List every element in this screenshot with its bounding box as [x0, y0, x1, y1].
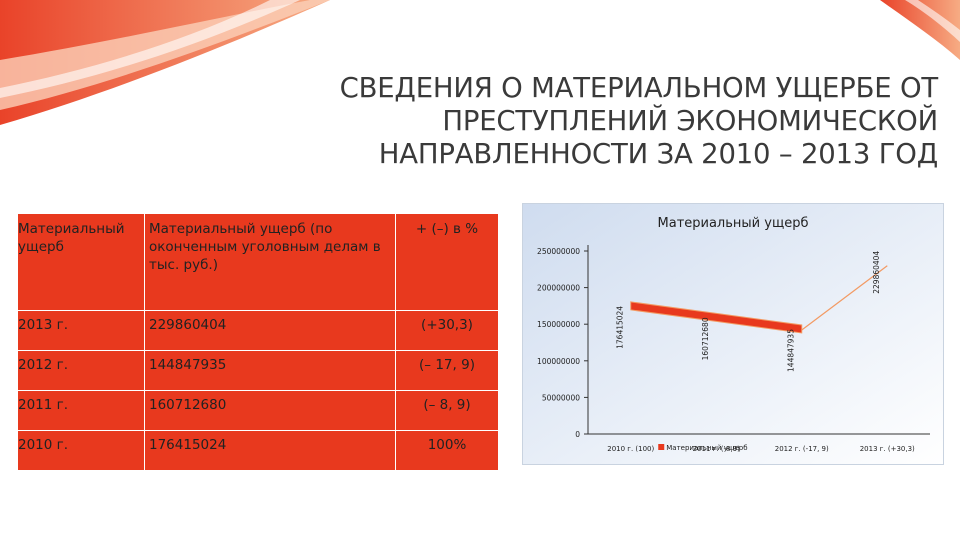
x-tick-label: 2012 г. (-17, 9) [775, 445, 829, 453]
y-tick-label: 100000000 [537, 357, 580, 366]
x-tick-label: 2013 г. (+30,3) [860, 445, 915, 453]
row-change: 100% [395, 430, 498, 470]
x-tick-label: 2010 г. (100) [607, 445, 654, 453]
row-change: (– 17, 9) [395, 350, 498, 391]
data-label: 229860404 [872, 251, 881, 294]
header-material-damage: Материальный ущерб [18, 214, 145, 311]
chart-title: Материальный ущерб [658, 216, 809, 231]
row-change: (+30,3) [395, 310, 498, 351]
y-tick-label: 200000000 [537, 284, 580, 293]
table-row: 2013 г. 229860404 (+30,3) [18, 310, 498, 351]
row-value: 176415024 [144, 430, 396, 470]
title-line-3: НАПРАВЛЕННОСТИ ЗА 2010 – 2013 ГОД [378, 138, 938, 170]
series-band [630, 301, 803, 334]
title-line-2: ПРЕСТУПЛЕНИЙ ЭКОНОМИЧЕСКОЙ [442, 105, 938, 137]
page-title: СВЕДЕНИЯ О МАТЕРИАЛЬНОМ УЩЕРБЕ ОТ ПРЕСТУ… [218, 72, 939, 171]
legend-swatch [658, 444, 665, 450]
data-label: 144847935 [787, 329, 796, 372]
table-row: 2010 г. 176415024 100% [18, 430, 498, 470]
row-value: 229860404 [144, 310, 396, 351]
data-label: 160712680 [701, 317, 710, 360]
y-tick-label: 150000000 [537, 320, 580, 329]
row-value: 160712680 [144, 390, 396, 431]
row-value: 144847935 [144, 350, 396, 391]
table-row: 2011 г. 160712680 (– 8, 9) [18, 390, 498, 431]
row-change: (– 8, 9) [395, 390, 498, 431]
header-damage-completed-cases: Материальный ущерб (по оконченным уголов… [144, 214, 396, 311]
x-tick-label: 2011 г. (-8,9) [693, 445, 741, 453]
row-year: 2011 г. [18, 390, 145, 431]
row-year: 2013 г. [18, 310, 145, 351]
row-year: 2012 г. [18, 350, 145, 391]
y-tick-label: 50000000 [542, 393, 580, 402]
series-line-segment [801, 265, 888, 331]
chart-legend: Материальный ущерб [658, 444, 748, 452]
table-row: 2012 г. 144847935 (– 17, 9) [18, 350, 498, 391]
title-line-1: СВЕДЕНИЯ О МАТЕРИАЛЬНОМ УЩЕРБЕ ОТ [339, 72, 939, 104]
chart-background [522, 203, 944, 465]
damage-table: Материальный ущерб Материальный ущерб (п… [18, 214, 498, 470]
y-tick-label: 0 [575, 430, 580, 439]
legend-label: Материальный ущерб [666, 444, 747, 452]
row-year: 2010 г. [18, 430, 145, 470]
y-tick-label: 250000000 [537, 247, 580, 256]
data-label: 176415024 [616, 306, 625, 349]
header-change-percent: + (–) в % [395, 214, 498, 311]
table-header-row: Материальный ущерб Материальный ущерб (п… [18, 214, 498, 311]
damage-line-chart: Материальный ущерб 0 50000000 100000000 150… [522, 203, 944, 465]
